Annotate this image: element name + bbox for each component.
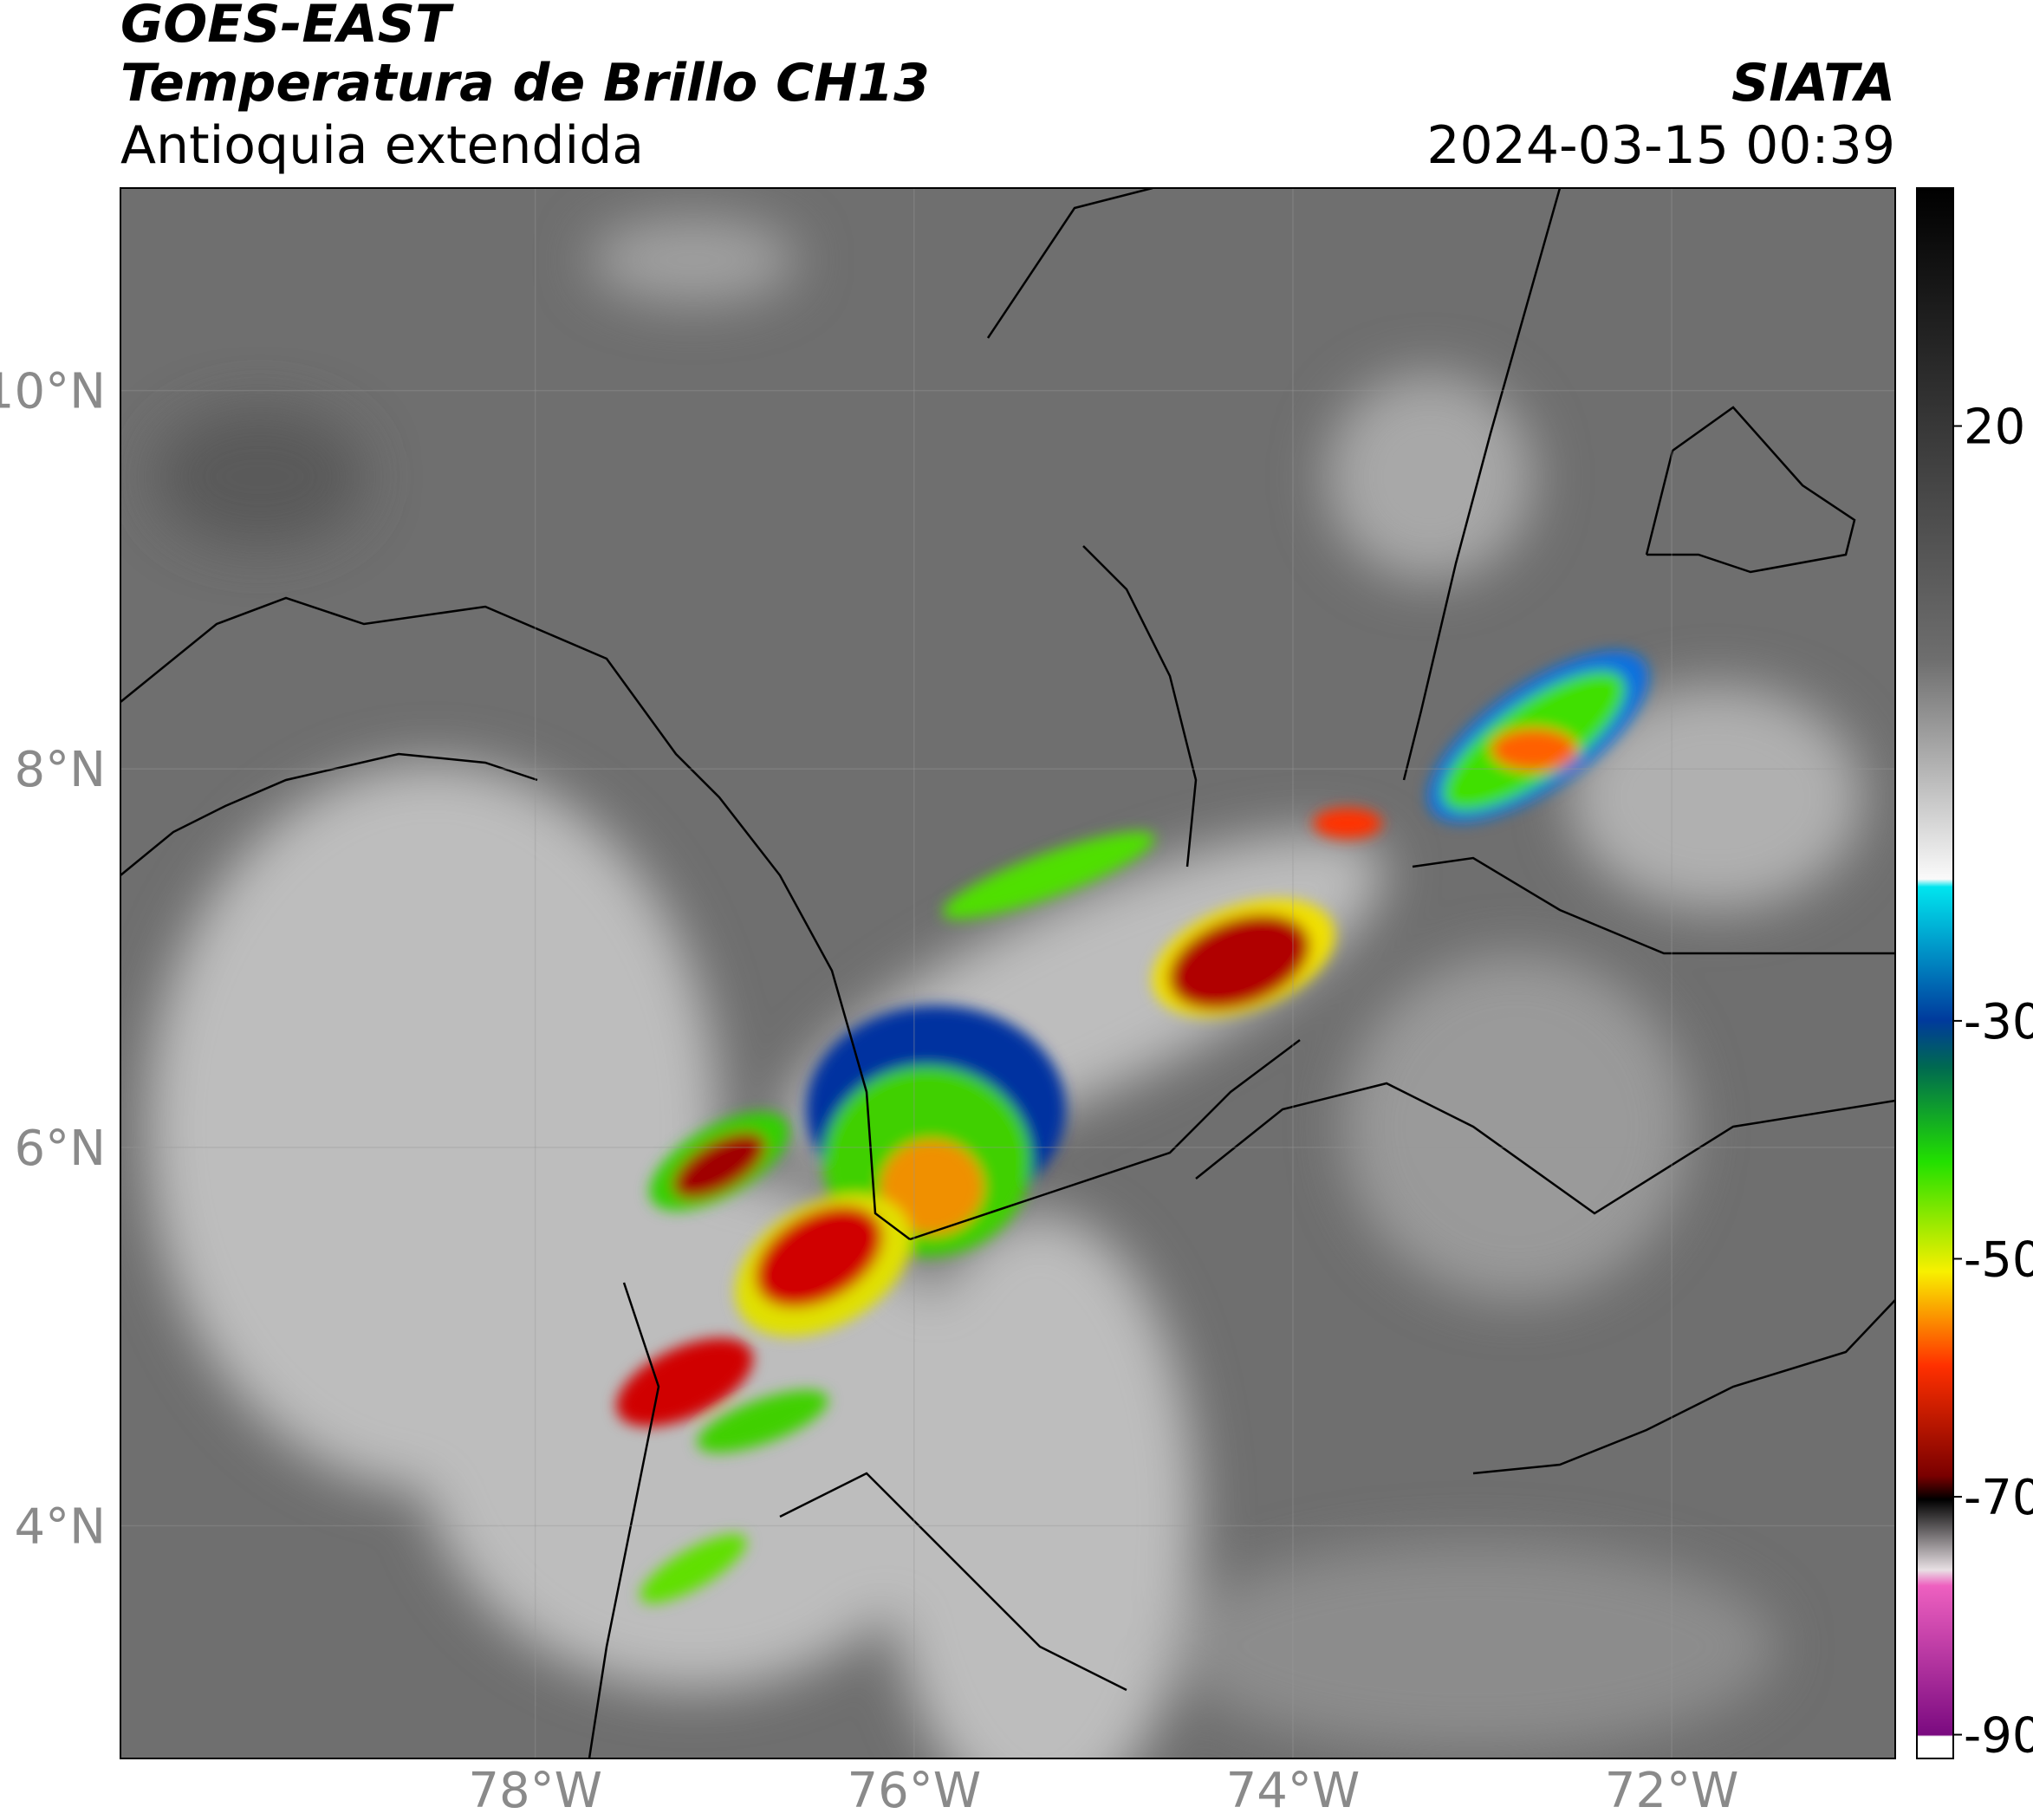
y-tick-label: 8°N xyxy=(14,742,106,798)
x-tick-label: 76°W xyxy=(847,1763,981,1819)
colorbar xyxy=(1916,187,1954,1759)
grid xyxy=(120,188,1895,1758)
x-tick-label: 72°W xyxy=(1605,1763,1739,1819)
y-tick-label: 10°N xyxy=(0,364,106,420)
map-image xyxy=(120,188,1895,1758)
region: Antioquia extendida xyxy=(120,115,644,176)
datetime: 2024-03-15 00:39 xyxy=(1426,115,1895,176)
colorbar-tick-label: -70 xyxy=(1964,1470,2033,1526)
colorbar-tick-label: -50 xyxy=(1964,1232,2033,1288)
colorbar-tick-label: 20 xyxy=(1964,400,2025,456)
x-tick-label: 74°W xyxy=(1226,1763,1361,1819)
x-tick-label: 78°W xyxy=(468,1763,602,1819)
map-frame xyxy=(120,187,1896,1759)
source: SIATA xyxy=(1731,53,1895,114)
y-tick-label: 6°N xyxy=(14,1121,106,1177)
colorbar-tick-label: -90 xyxy=(1964,1708,2033,1765)
y-tick-label: 4°N xyxy=(14,1498,106,1555)
colorbar-tick-label: -30 xyxy=(1964,994,2033,1050)
borders xyxy=(120,188,1895,1758)
title: GOES-EAST xyxy=(120,0,454,55)
subtitle: Temperatura de Brillo CH13 xyxy=(120,53,930,114)
